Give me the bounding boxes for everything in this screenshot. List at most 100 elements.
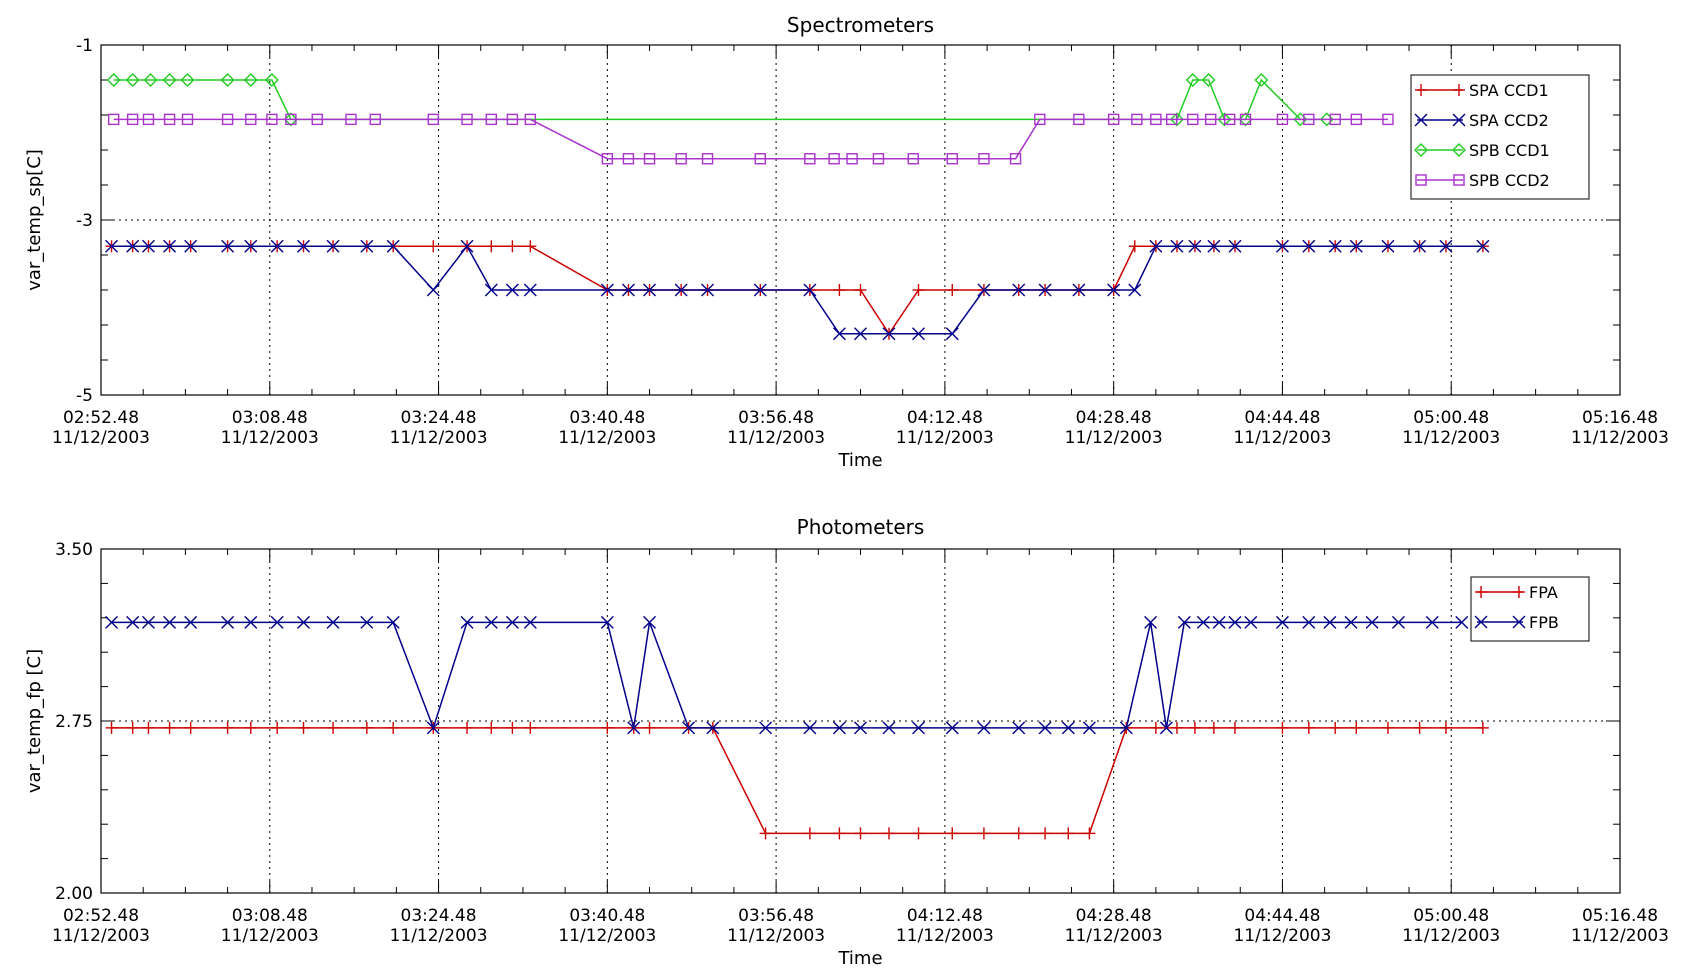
data-point	[600, 283, 614, 297]
data-point	[1205, 113, 1217, 126]
data-point	[326, 615, 340, 629]
data-point	[125, 73, 140, 87]
x-tick-label-date: 11/12/2003	[727, 926, 825, 946]
legend-marker	[1452, 113, 1466, 127]
data-point	[141, 239, 155, 253]
data-point	[142, 721, 155, 734]
data-point	[184, 239, 198, 253]
data-point	[1382, 113, 1394, 126]
x-tick-label-date: 11/12/2003	[221, 428, 319, 448]
series-line	[111, 621, 1462, 731]
data-point	[506, 240, 519, 253]
x-tick-label-date: 11/12/2003	[221, 926, 319, 946]
data-point	[460, 239, 474, 253]
data-point	[912, 721, 926, 735]
legend-item: SPB CCD2	[1415, 171, 1550, 190]
data-point	[105, 721, 118, 734]
data-point	[1038, 283, 1052, 297]
data-point	[803, 283, 817, 297]
data-point	[1034, 113, 1046, 126]
data-point	[701, 283, 715, 297]
x-tick-label-date: 11/12/2003	[558, 926, 656, 946]
x-tick-label-time: 03:08.48	[232, 906, 308, 926]
data-point	[107, 113, 120, 126]
data-point	[1391, 615, 1405, 629]
data-point	[142, 113, 155, 126]
data-point	[1169, 112, 1184, 127]
legend-marker	[1453, 84, 1465, 96]
series-line	[113, 118, 1388, 160]
x-tick-label-date: 11/12/2003	[1571, 926, 1669, 946]
data-point	[297, 721, 310, 734]
y-axis-label: var_temp_fp [C]	[24, 649, 45, 793]
data-point	[753, 283, 767, 297]
data-point	[1228, 239, 1242, 253]
data-point	[270, 239, 284, 253]
data-point	[427, 240, 440, 253]
series-spa-ccd2	[105, 239, 1490, 341]
data-point	[882, 327, 896, 341]
data-point	[946, 284, 959, 296]
data-point	[485, 113, 497, 126]
data-point	[1303, 113, 1315, 126]
data-point	[271, 721, 284, 734]
x-tick-label-date: 11/12/2003	[52, 926, 150, 946]
y-tick-label: 2.75	[55, 712, 93, 732]
data-point	[387, 721, 400, 734]
data-point	[523, 615, 537, 629]
x-tick-label-time: 04:28.48	[1076, 408, 1152, 428]
x-tick-label-time: 04:44.48	[1244, 408, 1320, 428]
data-point	[461, 113, 473, 126]
data-point	[828, 153, 840, 165]
legend-marker	[1475, 586, 1487, 598]
data-point	[1228, 721, 1241, 734]
data-point	[1350, 113, 1362, 126]
data-point	[882, 827, 895, 840]
data-point	[523, 283, 537, 297]
series-fpa	[105, 721, 1489, 840]
data-point	[1072, 283, 1086, 297]
data-point	[427, 113, 439, 126]
data-point	[244, 721, 257, 734]
data-point	[833, 827, 846, 840]
x-axis-label: Time	[837, 948, 882, 969]
data-point	[1062, 827, 1075, 840]
legend-item: FPA	[1475, 583, 1558, 602]
data-point	[162, 73, 177, 87]
data-point	[1381, 239, 1395, 253]
data-point	[1413, 239, 1427, 253]
data-point	[601, 721, 614, 734]
data-point	[912, 327, 926, 341]
data-point	[126, 239, 140, 253]
data-point	[1228, 615, 1242, 629]
data-point	[1217, 112, 1232, 127]
data-point	[643, 615, 657, 629]
data-point	[1177, 615, 1191, 629]
y-tick-label: -5	[76, 386, 93, 406]
data-point	[506, 721, 519, 734]
data-point	[386, 615, 400, 629]
chart-panel-1: Spectrometers02:52.4811/12/200303:08.481…	[24, 13, 1669, 471]
data-point	[1185, 73, 1200, 87]
legend-label: SPA CCD2	[1469, 111, 1549, 130]
data-point	[243, 73, 258, 87]
data-point	[1329, 113, 1341, 126]
data-point	[945, 721, 959, 735]
legend: FPA FPB	[1470, 576, 1590, 642]
legend-marker	[1415, 174, 1427, 186]
legend-marker	[1512, 615, 1526, 629]
data-point	[1302, 721, 1315, 734]
legend-marker	[1415, 84, 1427, 96]
data-point	[180, 73, 195, 87]
data-point	[369, 113, 381, 126]
data-point	[524, 113, 537, 126]
y-tick-label: -3	[76, 211, 93, 231]
data-point	[600, 615, 614, 629]
data-point	[759, 827, 772, 840]
data-point	[1144, 615, 1158, 629]
data-point	[1012, 283, 1026, 297]
data-point	[977, 827, 990, 840]
data-point	[1329, 721, 1342, 734]
data-point	[163, 615, 177, 629]
